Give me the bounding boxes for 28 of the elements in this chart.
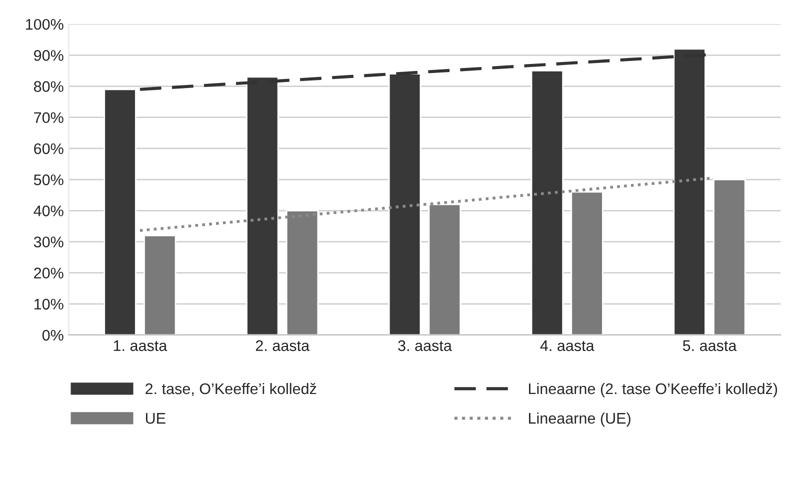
- legend-label: 2. tase, O’Keeffe’i kolledž: [146, 382, 316, 396]
- legend-label: UE: [146, 413, 166, 424]
- y-tick-label: 20%: [34, 268, 64, 278]
- bar: [570, 191, 604, 335]
- bar: [530, 70, 564, 335]
- y-tick-label: 50%: [34, 174, 64, 186]
- y-tick-label: 80%: [34, 81, 64, 92]
- x-tick-label: 1. aasta: [114, 340, 168, 352]
- x-tick-label: 4. aasta: [540, 340, 594, 352]
- bar: [428, 204, 462, 335]
- y-tick-label: 40%: [34, 206, 64, 216]
- x-tick-label: 5. aasta: [682, 340, 737, 352]
- y-tick-label: 10%: [34, 298, 64, 310]
- y-tick-label: 90%: [34, 50, 64, 61]
- line-series: [138, 176, 711, 232]
- x-tick-label: 2. aasta: [256, 340, 310, 352]
- legend-label: Lineaarne (UE): [529, 412, 630, 427]
- y-tick-label: 70%: [34, 112, 64, 124]
- y-tick-label: 60%: [34, 143, 64, 154]
- legend-label: Lineaarne (2. tase O’Keeffe’i kolledž): [529, 382, 778, 398]
- y-tick-label: 30%: [34, 236, 64, 248]
- y-tick-label: 0%: [42, 330, 64, 341]
- bar: [713, 178, 746, 335]
- bar: [144, 234, 176, 335]
- x-tick-label: 3. aasta: [398, 340, 452, 352]
- bar: [286, 210, 319, 335]
- y-tick-label: 100%: [26, 18, 64, 30]
- bar: [104, 88, 136, 335]
